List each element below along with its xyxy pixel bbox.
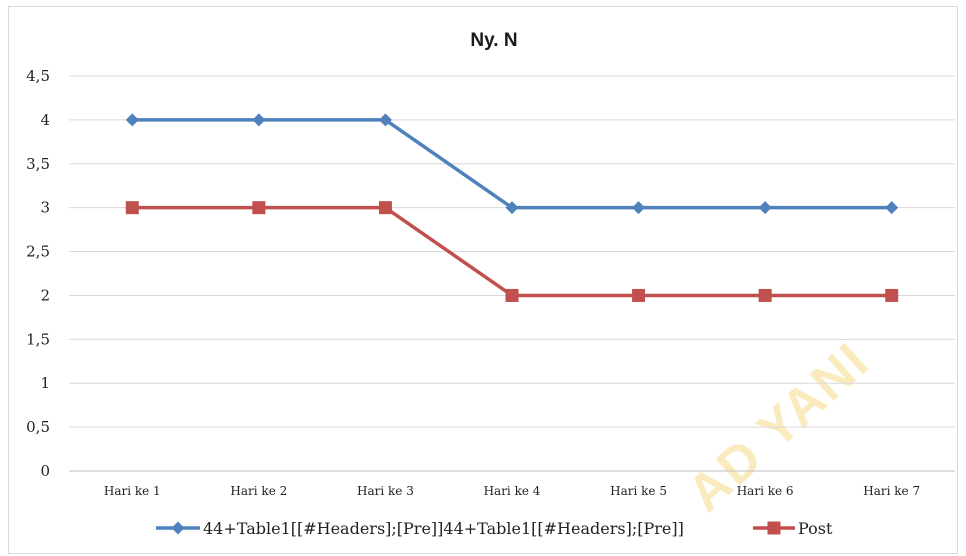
y-axis-ticks: 0 0,5 1 1,5 2 2,5 3 3,5 4 4,5 xyxy=(26,67,50,480)
legend-item-1: 44+Table1[[#Headers];[Pre]]44+Table1[[#H… xyxy=(156,519,684,538)
series-2 xyxy=(125,201,899,302)
data-point xyxy=(632,201,646,215)
x-tick-label: Hari ke 1 xyxy=(104,484,161,498)
y-tick-label: 0 xyxy=(40,462,50,480)
y-tick-label: 1 xyxy=(40,374,50,392)
data-point xyxy=(378,113,392,127)
chart-frame xyxy=(8,6,958,554)
data-point xyxy=(378,201,392,215)
legend-marker xyxy=(767,521,781,535)
data-point xyxy=(758,201,772,215)
y-tick-label: 3,5 xyxy=(26,155,50,173)
data-point xyxy=(632,288,646,302)
y-tick-label: 4,5 xyxy=(26,67,50,85)
legend-item-2: Post xyxy=(753,519,833,538)
chart-title: Ny. N xyxy=(470,30,517,51)
y-tick-label: 1,5 xyxy=(26,330,50,348)
data-point xyxy=(505,201,519,215)
data-point xyxy=(758,288,772,302)
x-tick-label: Hari ke 5 xyxy=(610,484,667,498)
data-point xyxy=(125,113,139,127)
data-point xyxy=(125,201,139,215)
legend: 44+Table1[[#Headers];[Pre]]44+Table1[[#H… xyxy=(156,519,833,538)
legend-marker xyxy=(171,521,185,535)
x-tick-label: Hari ke 2 xyxy=(230,484,287,498)
x-axis-ticks: Hari ke 1 Hari ke 2 Hari ke 3 Hari ke 4 Hari… xyxy=(104,484,920,498)
x-tick-label: Hari ke 4 xyxy=(484,484,541,498)
series-group xyxy=(125,113,899,302)
x-tick-label: Hari ke 7 xyxy=(863,484,920,498)
y-tick-label: 2,5 xyxy=(26,243,50,261)
data-point xyxy=(505,288,519,302)
legend-label: Post xyxy=(798,519,833,538)
data-point xyxy=(885,201,899,215)
data-point xyxy=(252,113,266,127)
x-tick-label: Hari ke 3 xyxy=(357,484,414,498)
legend-label: 44+Table1[[#Headers];[Pre]]44+Table1[[#H… xyxy=(203,519,684,538)
data-point xyxy=(885,288,899,302)
x-tick-label: Hari ke 6 xyxy=(737,484,794,498)
y-tick-label: 3 xyxy=(40,199,50,217)
y-tick-label: 0,5 xyxy=(26,418,50,436)
data-point xyxy=(252,201,266,215)
y-tick-label: 2 xyxy=(40,286,50,304)
series-1 xyxy=(125,113,899,215)
y-tick-label: 4 xyxy=(40,111,50,129)
